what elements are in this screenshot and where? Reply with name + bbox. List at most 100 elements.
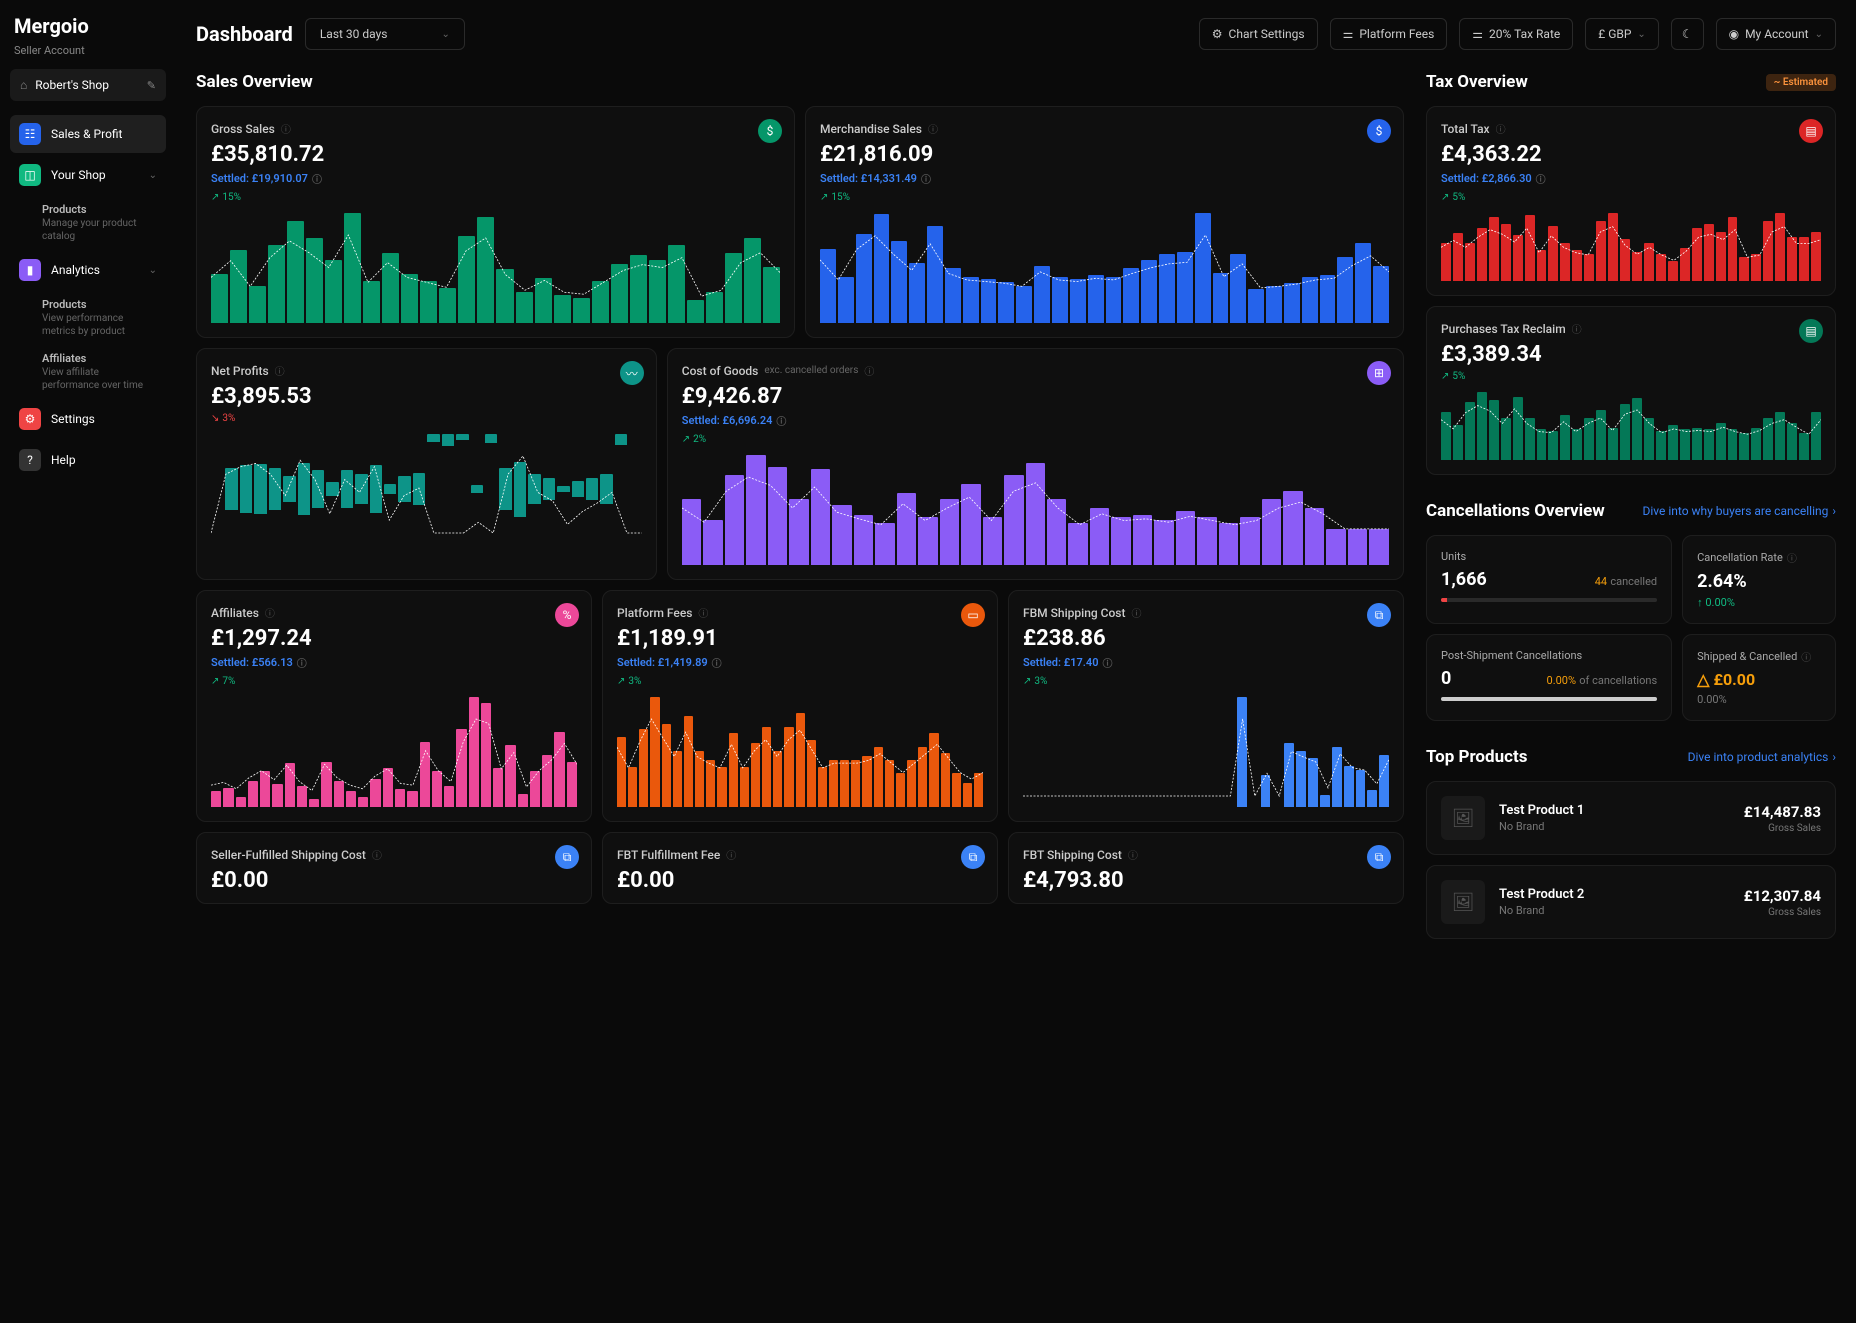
- bag-icon: ◫: [19, 164, 41, 186]
- product-label: Gross Sales: [1744, 907, 1821, 918]
- date-range-select[interactable]: Last 30 days ⌄: [305, 18, 465, 50]
- info-icon: ⓘ: [921, 171, 931, 186]
- nav-sub-affiliates[interactable]: Affiliates View affiliate performance ov…: [10, 346, 166, 400]
- dollar-icon: $: [758, 119, 782, 143]
- total-tax-card[interactable]: ▤ Total Taxⓘ £4,363.22 Settled: £2,866.3…: [1426, 106, 1836, 296]
- chevron-down-icon: ⌄: [149, 170, 157, 181]
- chevron-down-icon: ⌄: [1637, 29, 1645, 40]
- fbt-shipping-card[interactable]: ⧉ FBT Shipping Costⓘ £4,793.80: [1008, 832, 1404, 904]
- estimated-badge: ~ Estimated: [1766, 74, 1836, 91]
- nav-analytics[interactable]: ▮ Analytics ⌄: [10, 251, 166, 289]
- product-name: Test Product 2: [1499, 887, 1730, 902]
- sf-shipping-card[interactable]: ⧉ Seller-Fulfilled Shipping Costⓘ £0.00: [196, 832, 592, 904]
- cancellations-link[interactable]: Dive into why buyers are cancelling›: [1642, 504, 1836, 518]
- info-icon: ⓘ: [281, 121, 291, 136]
- info-icon: ⓘ: [1131, 605, 1141, 620]
- info-icon: ⓘ: [1536, 171, 1546, 186]
- nav-sub-products[interactable]: Products Manage your product catalog: [10, 197, 166, 251]
- sliders-icon: ⚌: [1343, 27, 1354, 41]
- trend-down: ↘ 3%: [211, 413, 642, 424]
- warning-value: △£0.00: [1697, 670, 1821, 689]
- info-icon: ⓘ: [712, 655, 722, 670]
- info-icon: ⓘ: [312, 171, 322, 186]
- image-placeholder-icon: 🖼: [1441, 880, 1485, 924]
- platform-fees-card[interactable]: ▭ Platform Feesⓘ £1,189.91 Settled: £1,4…: [602, 590, 998, 822]
- nav-sales-profit[interactable]: ☷ Sales & Profit: [10, 115, 166, 153]
- fbm-shipping-card[interactable]: ⧉ FBM Shipping Costⓘ £238.86 Settled: £1…: [1008, 590, 1404, 822]
- trend-up: ↗ 7%: [211, 676, 577, 687]
- trend-up: ↗ 5%: [1441, 371, 1821, 382]
- truck-icon: ⧉: [1367, 603, 1391, 627]
- info-icon: ⓘ: [726, 847, 736, 862]
- product-row[interactable]: 🖼 Test Product 1 No Brand £14,487.83 Gro…: [1426, 781, 1836, 855]
- info-icon: ⓘ: [275, 363, 285, 378]
- info-icon: ⓘ: [297, 655, 307, 670]
- merchandise-sales-card[interactable]: $ Merchandise Salesⓘ £21,816.09 Settled:…: [805, 106, 1404, 338]
- info-icon: ⓘ: [1496, 121, 1506, 136]
- edit-icon: ✎: [147, 79, 156, 92]
- truck-icon: ⧉: [555, 845, 579, 869]
- sliders-icon: ⚌: [1472, 27, 1483, 41]
- trend-up: ↗ 3%: [617, 676, 983, 687]
- dollar-icon: $: [1367, 119, 1391, 143]
- cancellations-title: Cancellations Overview: [1426, 501, 1605, 521]
- info-icon: ⓘ: [864, 363, 874, 378]
- chart-icon: ☷: [19, 123, 41, 145]
- receipt-icon: ▤: [1799, 119, 1823, 143]
- image-placeholder-icon: 🖼: [1441, 796, 1485, 840]
- post-shipment-card[interactable]: Post-Shipment Cancellations 0 0.00% of c…: [1426, 634, 1672, 721]
- cogs-card[interactable]: ⊞ Cost of Goodsexc. cancelled ordersⓘ £9…: [667, 348, 1404, 580]
- info-icon: ⓘ: [372, 847, 382, 862]
- affiliates-card[interactable]: % Affiliatesⓘ £1,297.24 Settled: £566.13…: [196, 590, 592, 822]
- trend-up: ↗ 3%: [1023, 676, 1389, 687]
- cancel-rate-card[interactable]: Cancellation Rateⓘ 2.64% ↑ 0.00%: [1682, 535, 1836, 624]
- chart-settings-button[interactable]: ⚙Chart Settings: [1199, 18, 1318, 50]
- chevron-down-icon: ⌄: [1815, 29, 1823, 40]
- info-icon: ⓘ: [1128, 847, 1138, 862]
- bars-icon: ▮: [19, 259, 41, 281]
- shop-selector[interactable]: ⌂ Robert's Shop ✎: [10, 69, 166, 101]
- nav-your-shop[interactable]: ◫ Your Shop ⌄: [10, 156, 166, 194]
- product-row[interactable]: 🖼 Test Product 2 No Brand £12,307.84 Gro…: [1426, 865, 1836, 939]
- info-icon: ⓘ: [1801, 649, 1811, 664]
- nav-sub-products-analytics[interactable]: Products View performance metrics by pro…: [10, 292, 166, 346]
- gross-sales-card[interactable]: $ Gross Salesⓘ £35,810.72 Settled: £19,9…: [196, 106, 795, 338]
- brand-logo: Mergoio: [10, 14, 166, 38]
- nav-help[interactable]: ? Help: [10, 441, 166, 479]
- sidebar: Mergoio Seller Account ⌂ Robert's Shop ✎…: [0, 0, 176, 1323]
- fbt-fulfillment-card[interactable]: ⧉ FBT Fulfillment Feeⓘ £0.00: [602, 832, 998, 904]
- tax-reclaim-card[interactable]: ▤ Purchases Tax Reclaimⓘ £3,389.34 ↗ 5%: [1426, 306, 1836, 475]
- info-icon: ⓘ: [928, 121, 938, 136]
- chevron-down-icon: ⌄: [149, 265, 157, 276]
- product-value: £14,487.83: [1744, 803, 1821, 821]
- chevron-right-icon: ›: [1832, 750, 1836, 764]
- product-name: Test Product 1: [1499, 803, 1730, 818]
- info-icon: ⓘ: [1103, 655, 1113, 670]
- trend-up: ↗ 2%: [682, 434, 1389, 445]
- percent-icon: %: [555, 603, 579, 627]
- platform-fees-button[interactable]: ⚌Platform Fees: [1330, 18, 1448, 50]
- units-card[interactable]: Units 1,666 44 cancelled: [1426, 535, 1672, 624]
- user-icon: ◉: [1729, 27, 1739, 41]
- tax-overview-title: Tax Overview: [1426, 72, 1528, 92]
- products-link[interactable]: Dive into product analytics›: [1688, 750, 1836, 764]
- info-icon: ⓘ: [1572, 321, 1582, 336]
- shipped-cancelled-card[interactable]: Shipped & Cancelledⓘ △£0.00 0.00%: [1682, 634, 1836, 721]
- help-icon: ?: [19, 449, 41, 471]
- topbar: Dashboard Last 30 days ⌄ ⚙Chart Settings…: [196, 18, 1836, 50]
- nav-settings[interactable]: ⚙ Settings: [10, 400, 166, 438]
- truck-icon: ⧉: [1367, 845, 1391, 869]
- tax-rate-button[interactable]: ⚌20% Tax Rate: [1459, 18, 1573, 50]
- net-profits-card[interactable]: 〰 Net Profitsⓘ £3,895.53 ↘ 3%: [196, 348, 657, 580]
- gear-icon: ⚙: [19, 408, 41, 430]
- product-label: Gross Sales: [1744, 823, 1821, 834]
- sales-overview-title: Sales Overview: [196, 72, 313, 92]
- my-account-button[interactable]: ◉My Account⌄: [1716, 18, 1836, 50]
- main-content: Dashboard Last 30 days ⌄ ⚙Chart Settings…: [176, 0, 1856, 1323]
- currency-select[interactable]: £ GBP⌄: [1585, 18, 1659, 50]
- info-icon: ⓘ: [698, 605, 708, 620]
- theme-toggle[interactable]: ☾: [1671, 18, 1704, 50]
- trend-up: ↗ 15%: [211, 192, 780, 203]
- info-icon: ⓘ: [265, 605, 275, 620]
- moon-icon: ☾: [1682, 27, 1693, 41]
